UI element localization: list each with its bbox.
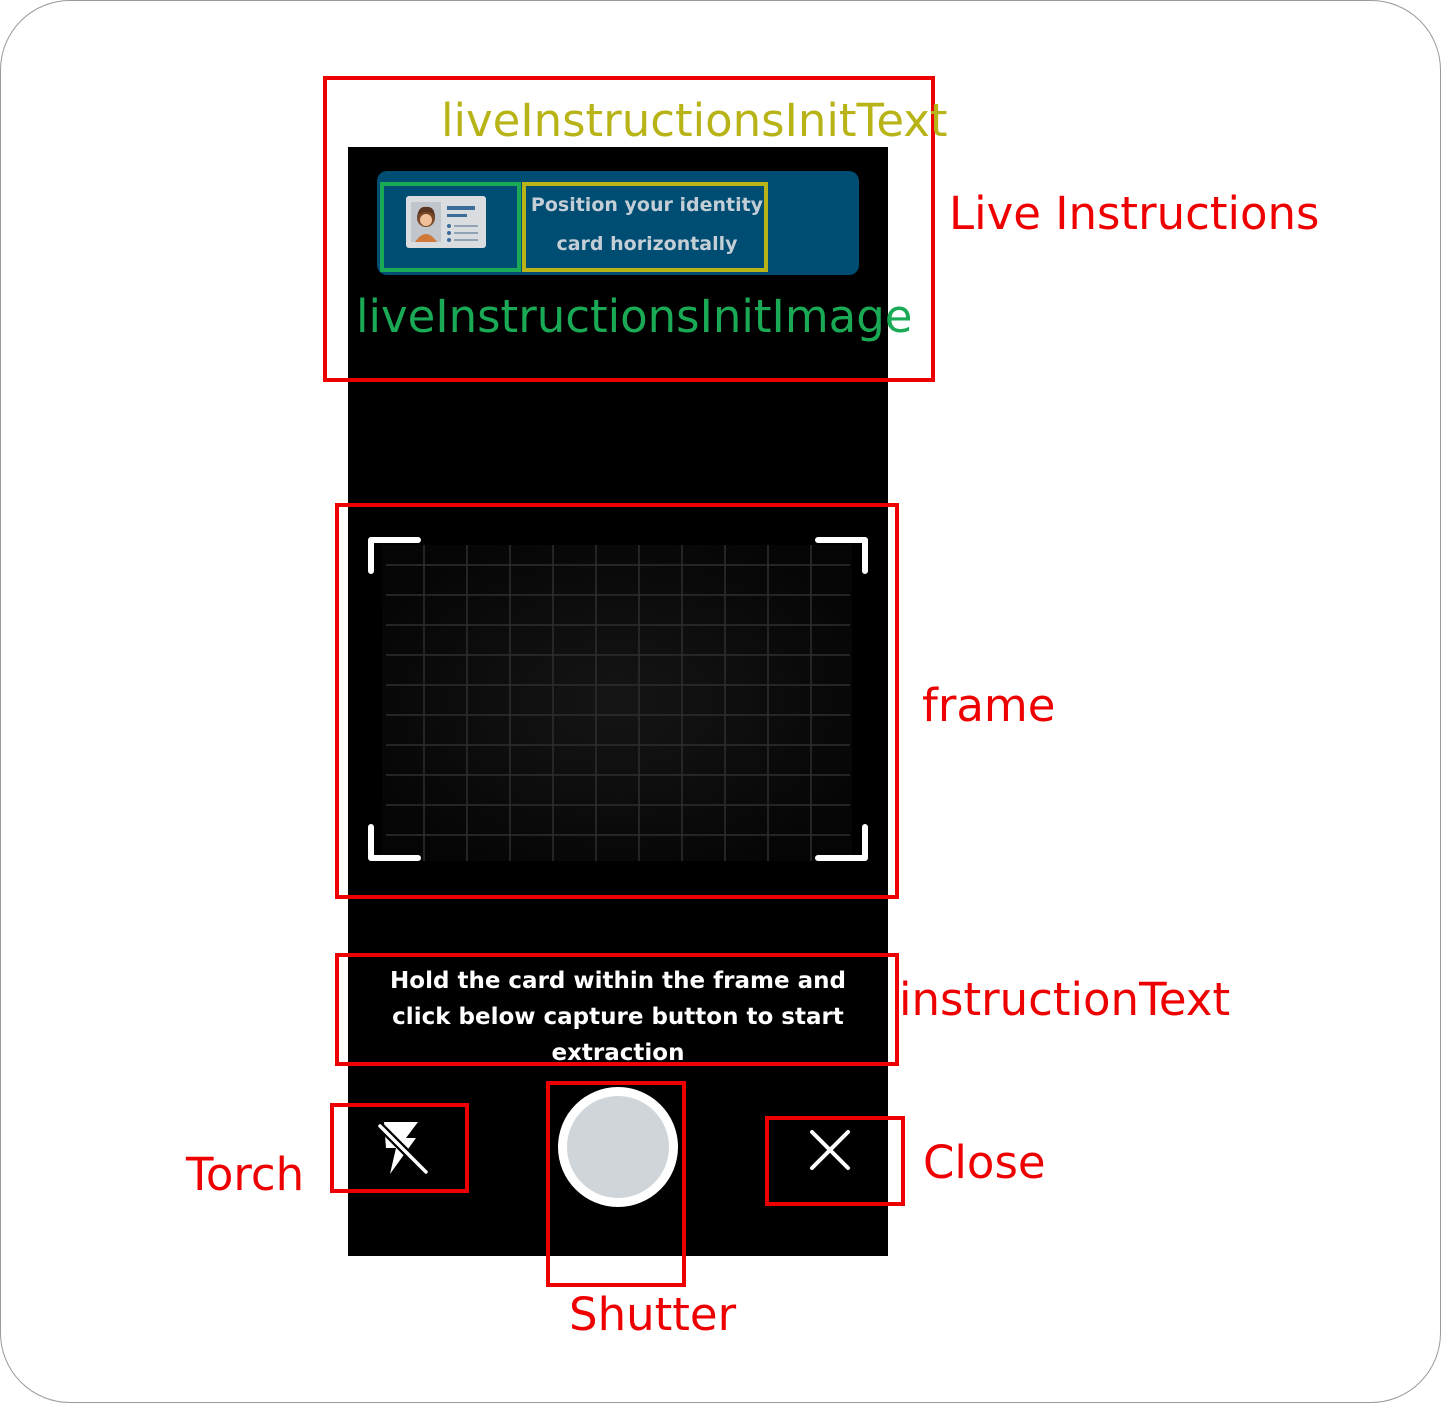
instruction-text-line3: extraction <box>551 1040 685 1066</box>
flash-off-icon[interactable] <box>376 1120 430 1176</box>
instruction-text-label: instructionText <box>899 973 1231 1026</box>
shutter-annotation-box <box>546 1081 686 1287</box>
frame-label: frame <box>922 679 1056 732</box>
live-instructions-text-line2: card horizontally <box>556 233 738 255</box>
shutter-button[interactable] <box>558 1087 678 1207</box>
live-instructions-text-line1: Position your identity <box>530 194 764 216</box>
instruction-text-line2: click below capture button to start <box>392 1004 844 1030</box>
live-instructions-text: Position your identity card horizontally <box>527 186 767 264</box>
shutter-icon <box>567 1096 669 1198</box>
live-instructions-init-text-label: liveInstructionsInitText <box>441 94 948 147</box>
id-card-icon <box>406 196 486 248</box>
instruction-text: Hold the card within the frame and click… <box>370 963 866 1071</box>
live-instructions-label: Live Instructions <box>949 187 1320 240</box>
torch-annotation-box <box>330 1103 469 1193</box>
live-instructions-annotation-box <box>323 76 935 382</box>
instruction-text-annotation-box <box>335 953 899 1066</box>
close-label: Close <box>923 1136 1046 1189</box>
torch-label: Torch <box>186 1148 305 1201</box>
live-instructions-init-image-label: liveInstructionsInitImage <box>356 290 913 343</box>
shutter-label: Shutter <box>569 1288 737 1341</box>
live-instructions-text-annotation-box <box>522 182 768 272</box>
close-icon[interactable] <box>808 1128 852 1172</box>
close-annotation-box <box>765 1116 905 1206</box>
instruction-text-line1: Hold the card within the frame and <box>390 968 846 994</box>
frame-annotation-box <box>335 503 899 899</box>
live-instructions-image-annotation-box <box>380 182 521 272</box>
capture-frame <box>368 537 868 861</box>
